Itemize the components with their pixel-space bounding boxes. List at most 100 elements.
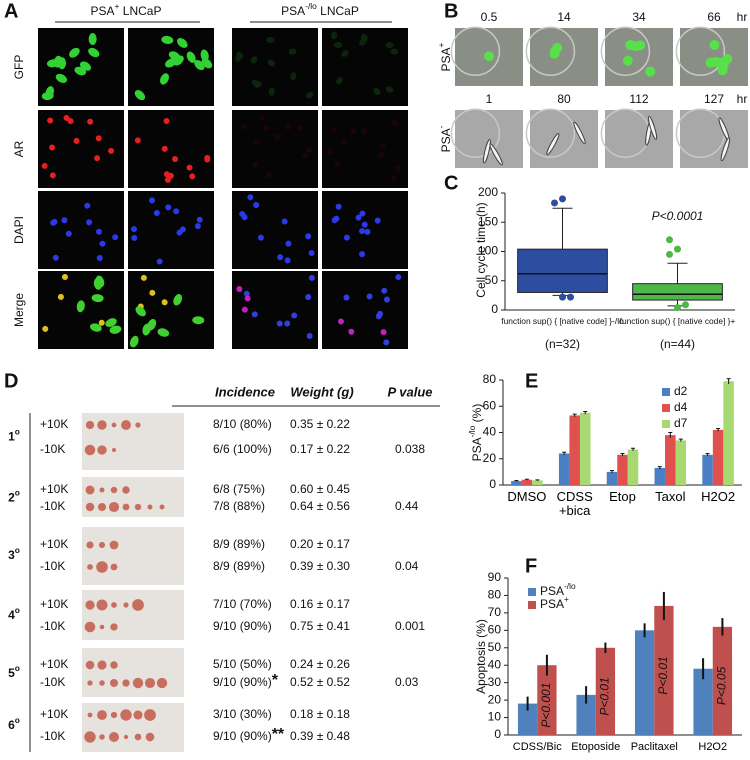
tumor [87,564,93,570]
cell [268,87,275,96]
text-part: 3 [8,548,15,562]
p-value: 0.03 [395,675,419,689]
incidence-value: 7/10 (70%) [213,597,272,611]
bar [606,471,618,485]
cell [236,286,243,293]
tumor [159,504,165,510]
cell [163,117,170,124]
cell [341,50,349,57]
row-label: PSA+ [436,42,453,71]
legend-swatch [662,420,670,428]
cell [366,293,373,300]
cell [546,133,560,156]
incidence: 6/6 (100%) [213,442,272,456]
p-value: 0.44 [395,499,419,513]
bar [665,435,676,485]
cell [266,36,275,43]
y-tick-label: 80 [483,372,497,386]
outlier [674,304,681,312]
cell [55,73,68,83]
cell [41,91,54,101]
cell [95,275,105,288]
unit-label: hr [737,10,748,24]
row-label: -10K [40,499,65,513]
cell [79,61,91,71]
cell [186,51,196,63]
tumor-photo [82,590,184,640]
box [517,248,608,293]
cell [705,57,716,68]
tumor [134,733,142,741]
incidence: 8/9 (89%) [213,537,265,551]
cell [343,234,350,241]
sample-size: (n=44) [660,337,695,351]
tumor-photo [82,413,184,470]
y-tick-label: 10 [488,710,502,724]
text-part: -/lo [564,581,576,591]
tumor [147,504,153,510]
cell [717,65,728,76]
cell [149,289,156,296]
cell [98,319,105,326]
legend-swatch [528,601,536,609]
incidence: 3/10 (30%) [213,707,272,721]
cell [96,255,103,262]
cell [63,114,70,121]
micrograph [455,110,523,168]
cell [361,221,368,228]
cell [306,332,313,339]
weight: 0.17 ± 0.22 [290,442,350,456]
sample-size: (n=32) [545,337,580,351]
well-edge [525,108,576,158]
cell [348,328,355,335]
cell [129,335,139,348]
box [632,283,723,301]
cell [186,164,193,171]
column-header: PSA+ LNCaP [91,1,162,18]
bar [627,449,639,485]
cell [335,203,342,210]
cell [305,294,312,301]
text-part: 1 [8,430,15,444]
micrograph [530,28,598,86]
cell [108,147,115,154]
cell [364,228,371,235]
cell [94,155,101,162]
micrograph [530,110,598,168]
cell [165,58,177,68]
cell [161,299,168,306]
cell [173,55,184,66]
tumor [123,734,129,740]
cell [160,73,169,85]
cell [380,329,387,336]
x-tick-label: CDSS/Bic [512,741,562,753]
text-part: d7 [674,416,688,430]
tumor [132,599,144,611]
cell [276,320,283,327]
tumor [84,444,96,456]
incidence: 9/10 (90%) [213,619,272,633]
text-part: LNCaP [317,4,359,18]
well-edge [450,26,501,76]
cell [41,162,48,169]
cell [250,56,258,64]
well-edge [450,108,501,158]
y-tick-label: 80 [488,588,502,602]
cell [112,234,119,241]
well-edge [525,26,576,76]
cell [635,40,646,51]
legend-swatch [528,588,536,596]
y-axis-label: PSA-/lo (%) [467,404,484,462]
outlier [559,195,566,203]
micrograph [232,28,318,106]
cell [343,294,350,301]
cell [131,234,138,241]
cell [161,145,168,152]
generation-label: 4o [8,605,20,622]
x-tick-label-box: CDSS +bica [557,490,593,518]
cell [337,318,344,325]
cell [73,137,80,144]
x-tick-label-box: Etop [609,490,636,504]
time-label: 0.5 [481,10,498,24]
